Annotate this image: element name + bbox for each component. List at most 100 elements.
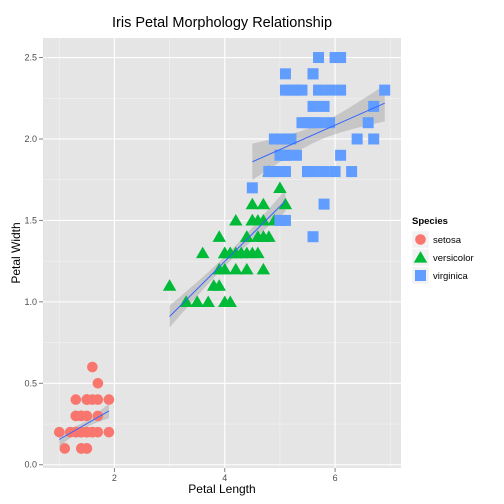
trend-lines (59, 102, 385, 440)
setosa-point (59, 443, 71, 454)
virginica-point (313, 52, 325, 64)
virginica-point (290, 149, 302, 161)
chart-title: Iris Petal Morphology Relationship (112, 15, 332, 31)
versicolor-point (190, 295, 204, 307)
setosa-point (103, 426, 115, 438)
virginica-point (335, 84, 347, 96)
virginica-point (246, 182, 258, 194)
legend-marker-setosa (415, 234, 426, 245)
setosa-point (76, 410, 87, 422)
virginica-point (313, 117, 325, 129)
setosa-point (103, 394, 115, 405)
virginica-point (302, 117, 314, 129)
axes: 2 4 6 0.0 0.5 1.0 1.5 2.0 2.5 (24, 53, 337, 483)
legend-label-virginica: virginica (433, 271, 469, 282)
trend-line-virginica (252, 102, 385, 163)
virginica-point (368, 133, 380, 145)
versicolor-point (251, 230, 265, 242)
trend-line-setosa (59, 410, 110, 440)
virginica-point (274, 133, 286, 145)
setosa-point (92, 378, 104, 389)
virginica-point (268, 166, 280, 178)
y-tick-label: 0.0 (24, 460, 37, 470)
virginica-point (329, 166, 341, 178)
virginica-point (318, 166, 330, 178)
versicolor-point (256, 214, 271, 226)
virginica-point (313, 84, 325, 96)
x-tick-label: 2 (112, 473, 117, 483)
versicolor-point (245, 197, 260, 210)
versicolor-point (262, 230, 276, 242)
versicolor-point (179, 295, 193, 307)
virginica-point (318, 100, 330, 112)
versicolor-point (251, 246, 265, 259)
setosa-point (76, 443, 87, 454)
trend-line-versicolor (169, 200, 286, 317)
legend: Species setosa versicolor virginica (411, 216, 474, 285)
setosa-point (53, 426, 65, 438)
virginica-point (335, 52, 347, 64)
virginica-point (296, 84, 308, 96)
virginica-point (285, 84, 297, 96)
versicolor-point (229, 262, 243, 275)
versicolor-point (207, 279, 221, 291)
setosa-point (87, 361, 98, 373)
virginica-point (307, 68, 319, 80)
virginica-point (274, 214, 286, 226)
virginica-point (351, 133, 363, 145)
virginica-point (274, 149, 286, 161)
versicolor-point (212, 230, 226, 242)
virginica-point (346, 166, 358, 178)
versicolor-point (256, 197, 271, 210)
virginica-point (263, 166, 275, 178)
virginica-point (302, 166, 314, 178)
legend-title: Species (412, 216, 448, 227)
virginica-point (279, 133, 291, 145)
data-points (53, 52, 391, 454)
setosa-point (76, 426, 87, 438)
versicolor-point (223, 295, 237, 307)
virginica-point (279, 166, 291, 178)
versicolor-point (201, 295, 215, 307)
virginica-point (296, 117, 308, 129)
virginica-point (324, 84, 336, 96)
x-tick-label: 6 (333, 473, 338, 483)
x-tick-label: 4 (222, 473, 227, 483)
virginica-point (362, 117, 374, 129)
legend-marker-virginica (415, 270, 426, 281)
y-tick-label: 1.0 (24, 297, 37, 307)
legend-label-setosa: setosa (433, 235, 462, 246)
virginica-point (307, 231, 319, 243)
y-tick-label: 1.5 (24, 215, 37, 225)
versicolor-point (240, 230, 254, 242)
versicolor-point (278, 197, 293, 210)
virginica-point (329, 52, 341, 64)
versicolor-point (245, 214, 260, 226)
versicolor-point (223, 246, 237, 259)
x-axis-title: Petal Length (188, 482, 255, 496)
y-tick-label: 0.5 (24, 378, 37, 388)
virginica-point (279, 84, 291, 96)
versicolor-point (256, 262, 271, 275)
versicolor-point (162, 279, 177, 291)
virginica-point (368, 100, 380, 112)
versicolor-point (273, 181, 287, 193)
y-axis-title: Petal Width (9, 222, 23, 283)
virginica-point (285, 133, 297, 145)
virginica-point (268, 133, 280, 145)
legend-marker-versicolor (413, 251, 428, 263)
y-tick-label: 2.5 (24, 53, 37, 63)
virginica-point (290, 84, 302, 96)
virginica-point (307, 117, 319, 129)
y-tick-label: 2.0 (24, 134, 37, 144)
virginica-point (279, 68, 291, 80)
versicolor-point (229, 214, 243, 226)
virginica-point (318, 198, 330, 210)
virginica-point (307, 100, 319, 112)
versicolor-point (234, 246, 249, 259)
virginica-point (335, 149, 347, 161)
versicolor-point (195, 246, 210, 259)
virginica-point (307, 166, 319, 178)
legend-label-versicolor: versicolor (433, 253, 474, 264)
